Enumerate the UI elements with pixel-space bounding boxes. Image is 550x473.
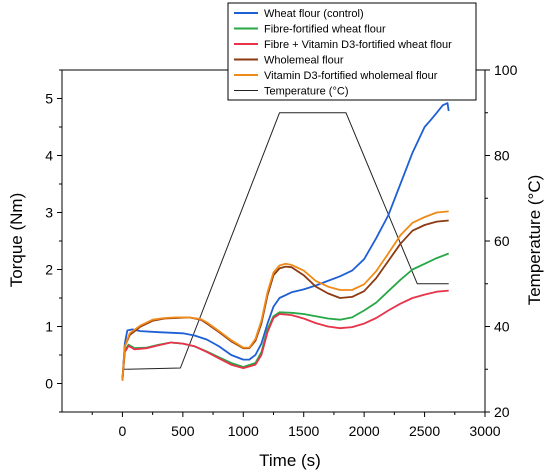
x-axis: 0 500 1000 1500 2000 2500 3000 [91, 412, 501, 439]
x-tick-label: 500 [171, 423, 195, 439]
y-right-tick-label: 80 [494, 148, 510, 164]
legend-label: Wheat flour (control) [264, 8, 364, 20]
legend-label: Fibre-fortified wheat flour [264, 24, 386, 36]
x-tick-label: 1500 [288, 423, 319, 439]
y-left-tick-label: 3 [45, 205, 53, 221]
y-right-tick-label: 20 [494, 404, 510, 420]
plot-area-border [61, 69, 486, 413]
y-left-tick-label: 0 [45, 376, 53, 392]
y-right-tick-label: 40 [494, 319, 510, 335]
series-line-temperature-c [122, 112, 449, 370]
y-left-tick-label: 4 [45, 148, 53, 164]
series-line-wholemeal-flour [121, 219, 449, 381]
y-left-tick-label: 1 [45, 319, 53, 335]
series-line-wheat-flour-control [121, 102, 450, 381]
legend-item: Temperature (°C) [234, 86, 348, 98]
legend-item: Wholemeal flour [234, 55, 344, 67]
x-tick-label: 2500 [409, 423, 440, 439]
legend-label: Wholemeal flour [264, 55, 344, 67]
y-axis-left-label: Torque (Nm) [7, 193, 26, 287]
y-right-tick-label: 60 [494, 233, 510, 249]
y-axis-right-label: Temperature (°C) [525, 175, 544, 306]
series-line-vitamin-d3-fortified-wholemeal-flour [121, 210, 449, 381]
legend-item: Wheat flour (control) [234, 8, 364, 20]
legend-item: Vitamin D3-fortified wholemeal flour [234, 70, 438, 82]
legend: Wheat flour (control) Fibre-fortified whe… [227, 2, 477, 101]
y-axis-left: 0 1 2 3 4 5 [45, 69, 62, 413]
legend-label: Fibre + Vitamin D3-fortified wheat flour [264, 39, 452, 51]
legend-label: Temperature (°C) [264, 86, 348, 98]
y-left-tick-label: 2 [45, 262, 53, 278]
series-line-fibre-vitamin-d3-fortified-wheat-flour [121, 289, 449, 381]
y-axis-right: 20 40 60 80 100 [485, 62, 518, 420]
x-tick-label: 0 [119, 423, 127, 439]
plot-frame [61, 69, 486, 413]
plot-lines [121, 102, 450, 381]
x-tick-label: 3000 [469, 423, 500, 439]
legend-box [227, 2, 477, 101]
x-tick-label: 2000 [349, 423, 380, 439]
x-tick-label: 1000 [228, 423, 259, 439]
legend-item: Fibre-fortified wheat flour [234, 24, 386, 36]
x-axis-label: Time (s) [259, 451, 321, 470]
legend-item: Fibre + Vitamin D3-fortified wheat flour [234, 39, 452, 51]
y-right-tick-label: 100 [494, 62, 518, 78]
y-left-tick-label: 5 [45, 91, 53, 107]
legend-label: Vitamin D3-fortified wholemeal flour [264, 70, 438, 82]
